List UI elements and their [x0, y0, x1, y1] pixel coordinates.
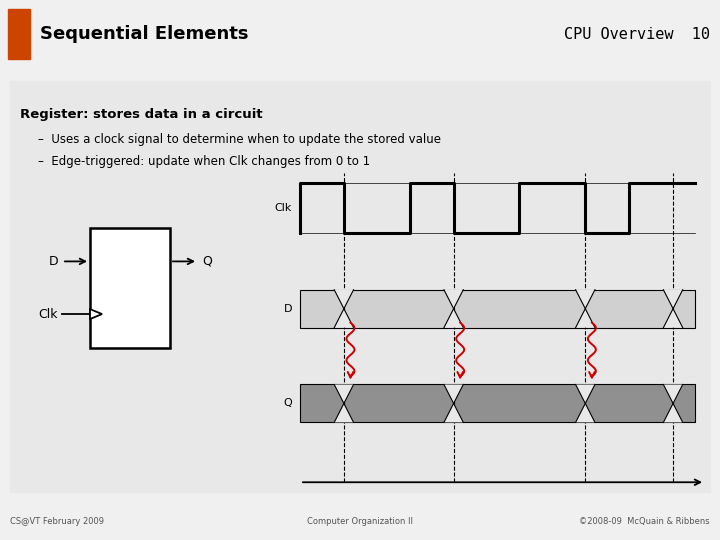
Polygon shape — [575, 309, 595, 328]
Text: –  Edge-triggered: update when Clk changes from 0 to 1: – Edge-triggered: update when Clk change… — [38, 155, 370, 168]
Text: Clk: Clk — [274, 203, 292, 213]
Text: Clk: Clk — [38, 308, 58, 321]
Text: Sequential Elements: Sequential Elements — [40, 25, 248, 43]
Polygon shape — [663, 384, 683, 403]
Polygon shape — [575, 290, 595, 309]
Polygon shape — [444, 309, 463, 328]
Text: –  Uses a clock signal to determine when to update the stored value: – Uses a clock signal to determine when … — [38, 133, 441, 146]
Text: Computer Organization II: Computer Organization II — [307, 517, 413, 525]
Polygon shape — [663, 309, 683, 328]
Bar — [8, 9, 30, 59]
Bar — [90, 228, 170, 348]
Polygon shape — [444, 290, 463, 309]
Polygon shape — [444, 403, 463, 422]
Text: CPU Overview  10: CPU Overview 10 — [564, 27, 710, 42]
Text: Q: Q — [283, 399, 292, 408]
Text: Q: Q — [202, 255, 212, 268]
Polygon shape — [334, 290, 354, 309]
Polygon shape — [663, 290, 683, 309]
Bar — [300, 384, 695, 422]
Text: CS@VT February 2009: CS@VT February 2009 — [10, 517, 104, 525]
Polygon shape — [334, 309, 354, 328]
Polygon shape — [444, 384, 463, 403]
Text: Register: stores data in a circuit: Register: stores data in a circuit — [20, 108, 263, 121]
Polygon shape — [334, 384, 354, 403]
Polygon shape — [334, 403, 354, 422]
Bar — [300, 290, 695, 328]
Text: ©2008-09  McQuain & Ribbens: ©2008-09 McQuain & Ribbens — [580, 517, 710, 525]
Polygon shape — [575, 403, 595, 422]
Polygon shape — [663, 403, 683, 422]
Text: D: D — [48, 255, 58, 268]
Text: D: D — [284, 303, 292, 314]
Polygon shape — [90, 309, 102, 319]
Polygon shape — [575, 384, 595, 403]
